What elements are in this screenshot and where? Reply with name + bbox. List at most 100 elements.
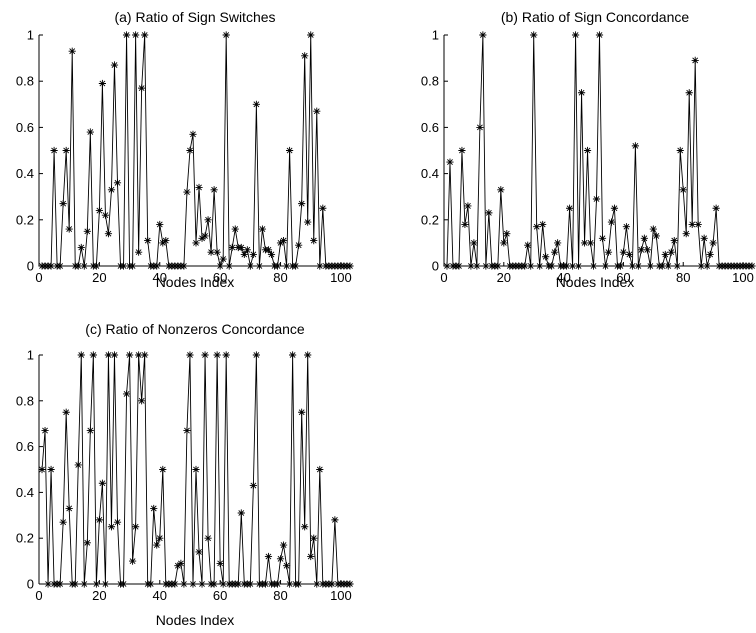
data-point — [700, 234, 708, 242]
x-axis-label: Nodes Index — [156, 274, 235, 290]
data-point — [316, 262, 324, 270]
data-point — [113, 518, 122, 526]
y-tick-label: 0.6 — [16, 120, 34, 135]
data-point — [92, 262, 100, 270]
data-point — [177, 559, 185, 567]
data-point — [80, 580, 88, 588]
data-point — [59, 200, 67, 208]
data-point — [461, 220, 469, 229]
x-axis-label: Nodes Index — [556, 274, 635, 290]
data-point — [186, 146, 194, 155]
x-tick-label: 20 — [92, 270, 106, 285]
y-tick-label: 0 — [27, 259, 34, 274]
data-point — [153, 262, 161, 270]
x-tick-label: 40 — [556, 270, 570, 285]
data-point — [156, 534, 164, 542]
data-point — [110, 351, 119, 359]
y-tick-label: 0.2 — [421, 212, 439, 227]
data-point — [676, 146, 684, 155]
data-point — [77, 351, 85, 359]
data-point — [132, 523, 140, 531]
data-point — [503, 230, 511, 238]
data-point — [213, 351, 221, 359]
data-point — [95, 206, 103, 215]
data-point — [625, 250, 634, 259]
data-point — [310, 236, 318, 245]
chart-sign-concordance: (b) Ratio of Sign Concordance Nodes Inde… — [421, 9, 756, 290]
data-point — [533, 223, 541, 231]
x-tick-label: 80 — [273, 270, 287, 285]
data-point — [697, 262, 705, 270]
y-tick-label: 1 — [27, 348, 34, 363]
data-point — [98, 479, 107, 487]
data-point — [240, 250, 248, 259]
data-point — [198, 234, 206, 242]
data-point — [225, 262, 233, 270]
data-point — [476, 123, 484, 131]
data-point — [530, 31, 538, 39]
data-point — [107, 523, 116, 531]
data-point — [237, 243, 245, 252]
data-point — [586, 239, 595, 247]
data-point — [110, 61, 119, 69]
data-point — [577, 89, 586, 97]
y-tick-label: 0 — [432, 259, 439, 274]
x-tick-label: 0 — [35, 270, 42, 285]
data-point — [661, 250, 669, 259]
data-point — [279, 236, 288, 245]
data-point — [748, 262, 756, 270]
data-point — [622, 223, 631, 231]
data-point — [346, 580, 354, 588]
data-point — [631, 142, 639, 150]
data-point — [153, 541, 161, 549]
data-point — [189, 580, 197, 588]
data-point — [679, 186, 687, 194]
data-point — [279, 541, 288, 549]
data-point — [135, 351, 143, 359]
data-point — [222, 31, 230, 39]
data-point — [74, 461, 82, 469]
data-point — [83, 227, 91, 235]
x-tick-label: 80 — [676, 270, 690, 285]
data-point — [201, 351, 209, 359]
data-point — [128, 557, 137, 565]
data-point — [685, 89, 693, 97]
data-point — [138, 397, 146, 405]
data-point — [500, 239, 508, 247]
data-point — [313, 107, 321, 115]
chart-title: (b) Ratio of Sign Concordance — [501, 9, 690, 25]
data-point — [219, 255, 227, 263]
x-tick-label: 0 — [440, 270, 447, 285]
data-point — [186, 351, 194, 359]
data-point — [565, 204, 574, 212]
data-point — [47, 262, 55, 270]
data-point — [171, 580, 179, 588]
data-point — [255, 262, 264, 270]
data-point — [551, 248, 559, 256]
x-tick-label: 60 — [213, 270, 227, 285]
data-point — [101, 211, 110, 219]
data-point — [285, 580, 294, 588]
data-point — [464, 202, 472, 210]
data-point — [273, 580, 282, 588]
data-point — [607, 218, 616, 226]
y-tick-label: 0.4 — [16, 485, 34, 500]
data-point — [249, 481, 257, 490]
data-point — [252, 100, 260, 108]
data-point — [524, 241, 532, 249]
data-point — [56, 262, 64, 270]
data-point — [554, 239, 562, 247]
data-point — [328, 580, 336, 588]
data-point — [443, 262, 451, 270]
data-point — [71, 580, 79, 588]
data-point — [246, 262, 254, 270]
data-point — [282, 262, 291, 270]
data-point — [231, 225, 239, 233]
data-point — [141, 351, 149, 359]
x-tick-label: 60 — [616, 270, 630, 285]
x-tick-label: 40 — [153, 270, 167, 285]
data-point — [128, 262, 137, 270]
data-point — [204, 534, 212, 542]
data-point — [119, 262, 128, 270]
